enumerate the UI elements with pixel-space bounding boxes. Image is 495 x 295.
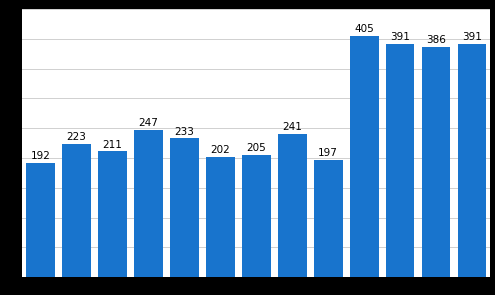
Bar [314, 160, 343, 277]
Text: 241: 241 [282, 122, 302, 132]
Text: 192: 192 [30, 151, 50, 161]
Text: 391: 391 [390, 32, 410, 42]
Bar [458, 44, 487, 277]
Text: 405: 405 [354, 24, 374, 34]
Text: 391: 391 [462, 32, 482, 42]
Text: 223: 223 [66, 132, 86, 142]
Text: 202: 202 [210, 145, 230, 155]
Bar [278, 134, 306, 277]
Text: 205: 205 [247, 143, 266, 153]
Bar [170, 138, 198, 277]
Bar [242, 155, 271, 277]
Bar [62, 144, 91, 277]
Text: 386: 386 [426, 35, 446, 45]
Bar [26, 163, 54, 277]
Text: 247: 247 [138, 118, 158, 128]
Text: 197: 197 [318, 148, 338, 158]
Bar [422, 47, 450, 277]
Bar [98, 151, 127, 277]
Bar [349, 36, 379, 277]
Text: 233: 233 [174, 127, 194, 137]
Bar [386, 44, 414, 277]
Bar [206, 157, 235, 277]
Text: 211: 211 [102, 140, 122, 150]
Bar [134, 130, 162, 277]
